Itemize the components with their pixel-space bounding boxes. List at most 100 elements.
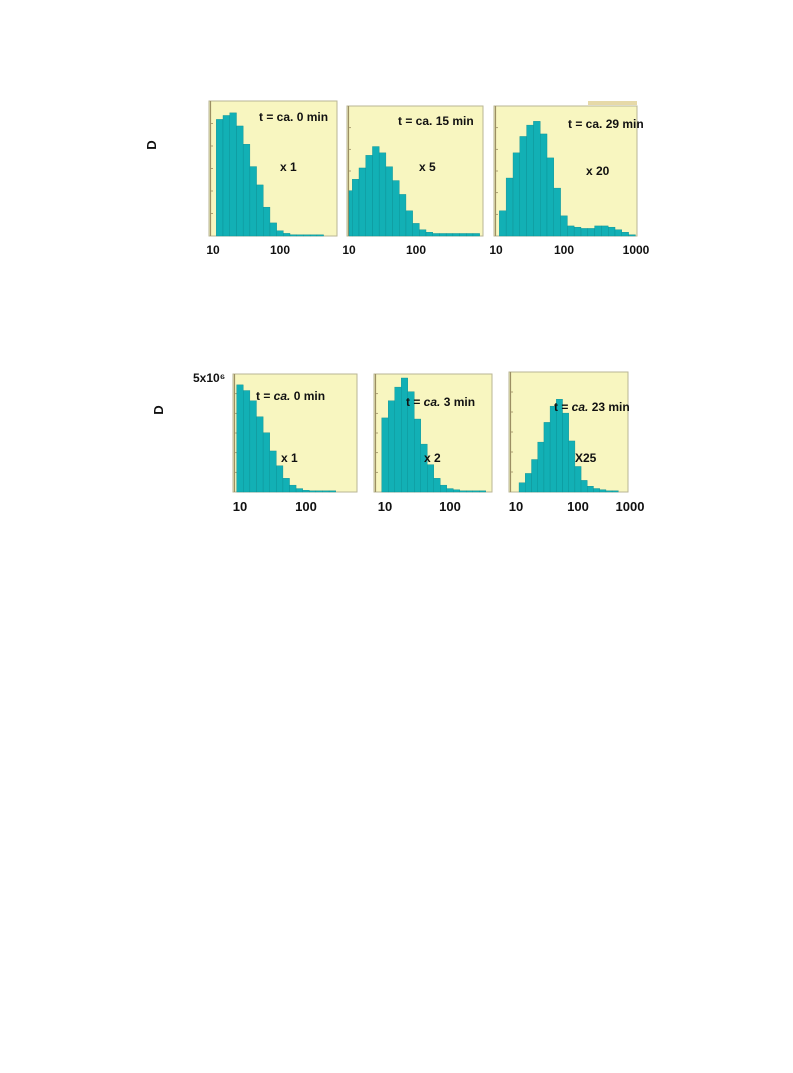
bar-bottom-3-12 xyxy=(593,488,600,493)
bar-top-3-3 xyxy=(519,136,527,237)
bar-bottom-2-14 xyxy=(472,490,480,493)
bar-top-2-13 xyxy=(432,233,440,237)
bar-top-1-5 xyxy=(242,144,251,237)
bar-bottom-2-8 xyxy=(433,478,441,493)
panel-bottom-2-time-label: t = ca. 3 min xyxy=(406,395,475,409)
panel-top-3-header-strip xyxy=(588,101,637,105)
bar-bottom-2-5 xyxy=(414,418,421,493)
bar-bottom-3-8 xyxy=(568,440,576,493)
bar-top-2-6 xyxy=(385,166,393,237)
panel-top-3-scale-label: x 20 xyxy=(586,164,610,178)
bar-bottom-1-1 xyxy=(243,390,251,493)
panel-top-2 xyxy=(346,105,484,237)
bar-bottom-3-11 xyxy=(587,486,594,493)
bar-top-3-14 xyxy=(594,225,602,237)
bar-top-2-19 xyxy=(472,233,480,237)
panel-bottom-1-x-tick-100: 100 xyxy=(295,499,317,514)
bar-top-2-18 xyxy=(466,233,474,237)
bar-bottom-1-8 xyxy=(289,484,297,493)
bar-bottom-1-2 xyxy=(249,400,257,493)
panel-top-3-x-tick-10: 10 xyxy=(489,243,503,257)
bar-top-2-4 xyxy=(372,146,380,237)
panel-bottom-1-time-label: t = ca. 0 min xyxy=(256,389,325,403)
panel-top-2-x-tick-100: 100 xyxy=(406,243,426,257)
bar-top-2-15 xyxy=(445,233,454,237)
bar-bottom-1-13 xyxy=(322,490,330,493)
panel-top-2-time-label: t = ca. 15 min xyxy=(398,114,474,128)
bar-bottom-2-7 xyxy=(427,464,434,493)
bar-top-2-8 xyxy=(399,194,407,237)
panel-top-1-x-tick-100: 100 xyxy=(270,243,290,257)
bar-bottom-1-6 xyxy=(276,465,284,493)
panel-bottom-3-time-prefix: t = xyxy=(554,400,572,414)
bar-top-2-9 xyxy=(405,210,413,237)
panel-top-2-scale-label: x 5 xyxy=(419,160,436,174)
bar-bottom-1-7 xyxy=(282,478,290,493)
bar-bottom-1-5 xyxy=(269,450,277,493)
bar-top-3-9 xyxy=(560,215,568,237)
bar-top-2-12 xyxy=(425,232,433,237)
panel-bottom-1-time-prefix: t = xyxy=(256,389,274,403)
bar-top-1-6 xyxy=(249,166,257,237)
bar-bottom-2-1 xyxy=(388,400,395,493)
panel-bottom-1 xyxy=(232,373,358,493)
bar-top-1-14 xyxy=(303,234,311,237)
panel-top-2-x-tick-10: 10 xyxy=(342,243,356,257)
bar-top-1-9 xyxy=(269,222,277,237)
bar-bottom-2-2 xyxy=(394,386,402,493)
bar-bottom-3-0 xyxy=(518,482,526,493)
bar-bottom-1-0 xyxy=(236,384,244,493)
row2-y-max-label: 5x10⁶ xyxy=(193,371,225,385)
bar-top-2-14 xyxy=(439,233,447,237)
bar-bottom-2-13 xyxy=(466,490,473,493)
bar-top-1-12 xyxy=(289,234,297,237)
bar-top-3-5 xyxy=(533,121,541,237)
bar-bottom-1-3 xyxy=(256,416,264,493)
bar-top-2-1 xyxy=(352,179,360,237)
bar-top-3-11 xyxy=(573,226,582,237)
bar-bottom-2-10 xyxy=(446,488,454,493)
bar-top-1-10 xyxy=(276,230,284,237)
bar-top-2-10 xyxy=(412,223,420,237)
bar-bottom-3-4 xyxy=(543,422,551,493)
bar-top-3-8 xyxy=(553,187,561,237)
bar-top-1-7 xyxy=(256,184,264,237)
bar-bottom-3-1 xyxy=(525,473,532,493)
bar-top-2-11 xyxy=(419,229,427,237)
panel-top-3-x-tick-100: 100 xyxy=(554,243,574,257)
bar-bottom-2-15 xyxy=(479,490,486,493)
panel-bottom-2-scale-label: x 2 xyxy=(424,451,441,465)
panel-bottom-3-scale-label: X25 xyxy=(575,451,597,465)
bar-top-3-4 xyxy=(526,124,534,237)
panel-bottom-3-x-tick-10: 10 xyxy=(509,499,523,514)
bar-top-2-5 xyxy=(378,152,387,237)
bar-top-1-8 xyxy=(263,206,271,237)
bar-bottom-2-12 xyxy=(459,490,467,493)
panel-bottom-1-x-tick-10: 10 xyxy=(233,499,247,514)
bar-top-1-11 xyxy=(283,233,291,237)
bar-top-3-1 xyxy=(505,177,514,237)
bar-bottom-3-3 xyxy=(537,441,545,493)
bar-top-3-0 xyxy=(499,210,507,237)
panel-top-3 xyxy=(493,101,638,237)
panel-bottom-3-time-suffix: 23 min xyxy=(588,400,629,414)
bar-top-3-16 xyxy=(608,226,616,237)
panel-bottom-1-scale-label: x 1 xyxy=(281,451,298,465)
panel-bottom-3-x-tick-100: 100 xyxy=(567,499,589,514)
bar-top-2-2 xyxy=(358,167,366,237)
panel-bottom-2-x-tick-100: 100 xyxy=(439,499,461,514)
panel-bottom-3-x-tick-1000: 1000 xyxy=(616,499,645,514)
panel-bottom-3 xyxy=(508,371,629,493)
bar-top-3-7 xyxy=(546,157,554,237)
panel-bottom-1-time-suffix: 0 min xyxy=(290,389,325,403)
bar-bottom-3-13 xyxy=(599,489,607,493)
bar-bottom-1-12 xyxy=(315,490,323,493)
bar-top-1-2 xyxy=(222,115,230,237)
bar-bottom-1-4 xyxy=(262,432,270,493)
panel-top-1-time-label: t = ca. 0 min xyxy=(259,110,328,124)
bar-bottom-1-10 xyxy=(302,490,310,493)
bar-top-2-16 xyxy=(452,233,460,237)
panel-bottom-2-time-suffix: 3 min xyxy=(440,395,475,409)
chart-marks xyxy=(208,100,638,493)
